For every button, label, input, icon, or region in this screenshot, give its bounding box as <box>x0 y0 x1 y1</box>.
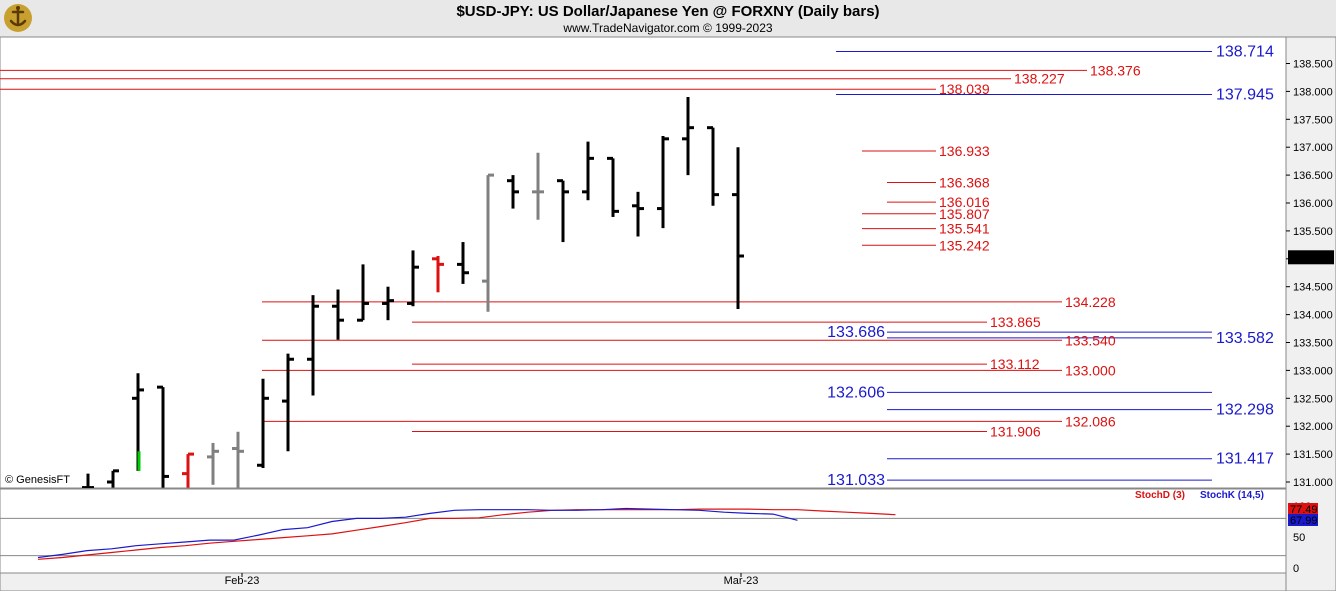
y-tick-label: 132.500 <box>1293 393 1333 405</box>
y-tick-label: 132.000 <box>1293 421 1333 433</box>
level-label: 138.714 <box>1216 44 1274 61</box>
level-label: 136.368 <box>939 174 990 190</box>
last-price-box <box>1288 250 1334 265</box>
price-bar <box>707 126 719 206</box>
level-label: 133.540 <box>1065 332 1116 348</box>
stoch-value-label: 77.49 <box>1290 504 1318 516</box>
chart-header: $USD-JPY: US Dollar/Japanese Yen @ FORXN… <box>0 0 1336 37</box>
level-label: 135.242 <box>939 237 990 253</box>
last-price-label: 135.027 <box>1290 252 1330 264</box>
chart-subtitle: www.TradeNavigator.com © 1999-2023 <box>563 21 773 35</box>
level-label: 137.945 <box>1216 86 1274 103</box>
level-label: 136.016 <box>939 194 990 210</box>
y-tick-label: 133.000 <box>1293 365 1333 377</box>
stochastic-panel <box>0 488 1287 574</box>
price-bar <box>357 264 369 322</box>
level-label: 132.298 <box>1216 402 1274 419</box>
level-label: 134.228 <box>1065 294 1116 310</box>
price-bar <box>607 156 619 217</box>
stoch-line-1 <box>37 507 798 559</box>
level-label: 135.807 <box>939 206 990 222</box>
price-bar <box>307 295 319 396</box>
y-tick-label: 137.000 <box>1293 142 1333 154</box>
price-bar <box>432 256 444 293</box>
legend-label: StochD (3) <box>1135 490 1185 501</box>
price-bar <box>82 473 94 488</box>
price-bar <box>482 173 494 312</box>
anchor-logo-icon <box>4 4 32 32</box>
level-label: 132.086 <box>1065 413 1116 429</box>
stoch-line-0 <box>37 508 896 560</box>
stoch-value-box <box>1288 503 1318 515</box>
y-tick-label: 134.500 <box>1293 282 1333 294</box>
level-label: 131.906 <box>990 423 1041 439</box>
level-label: 132.606 <box>827 384 885 401</box>
ohlc-bars <box>82 96 744 488</box>
stoch-value-box <box>1288 514 1318 526</box>
price-bar <box>657 136 669 229</box>
stoch-value-label: 67.99 <box>1290 515 1318 527</box>
price-bar <box>207 442 219 485</box>
price-bar <box>582 141 594 201</box>
level-label: 135.541 <box>939 221 990 237</box>
level-label: 138.376 <box>1090 62 1141 78</box>
price-bar <box>682 96 694 176</box>
legend-label: StochK (14,5) <box>1200 490 1264 501</box>
price-bar <box>457 242 469 284</box>
price-bar <box>332 289 344 340</box>
y-tick-label: 134.000 <box>1293 310 1333 322</box>
x-tick-label: Feb-23 <box>225 575 260 587</box>
price-axis <box>1285 36 1336 591</box>
price-bar <box>407 250 419 307</box>
price-bar <box>507 175 519 209</box>
level-label: 133.000 <box>1065 362 1116 378</box>
y-tick-label: 131.000 <box>1293 477 1333 489</box>
level-label: 138.227 <box>1014 71 1065 87</box>
price-bar <box>182 452 194 488</box>
level-label: 136.933 <box>939 143 990 159</box>
price-bar <box>732 147 744 310</box>
x-tick-label: Mar-23 <box>724 575 759 587</box>
y-tick-label: 137.500 <box>1293 114 1333 126</box>
y-tick-label: 138.500 <box>1293 59 1333 71</box>
level-label: 133.582 <box>1216 330 1274 347</box>
price-bar <box>532 152 544 220</box>
price-bar <box>382 286 394 321</box>
stoch-tick-label: 50 <box>1293 532 1305 544</box>
price-bar <box>107 469 119 488</box>
stoch-tick-label: 0 <box>1293 563 1299 575</box>
level-label: 131.033 <box>827 472 885 489</box>
y-tick-label: 133.500 <box>1293 338 1333 350</box>
price-bar <box>632 191 644 237</box>
level-label: 133.686 <box>827 324 885 341</box>
level-label: 133.112 <box>990 356 1040 372</box>
level-label: 138.039 <box>939 81 990 97</box>
y-tick-label: 136.000 <box>1293 198 1333 210</box>
level-label: 133.865 <box>990 314 1041 330</box>
y-tick-label: 138.000 <box>1293 86 1333 98</box>
price-bar <box>282 353 294 452</box>
y-tick-label: 131.500 <box>1293 449 1333 461</box>
level-label: 131.417 <box>1216 451 1274 468</box>
watermark: © GenesisFT <box>5 474 70 486</box>
y-tick-label: 136.500 <box>1293 170 1333 182</box>
chart-title: $USD-JPY: US Dollar/Japanese Yen @ FORXN… <box>456 3 880 20</box>
price-panel <box>0 36 1287 489</box>
time-axis <box>0 572 1287 591</box>
price-bar <box>157 385 169 488</box>
price-bar <box>257 378 269 469</box>
price-bar <box>232 431 244 488</box>
price-bar <box>557 179 569 243</box>
y-tick-label: 135.500 <box>1293 226 1333 238</box>
